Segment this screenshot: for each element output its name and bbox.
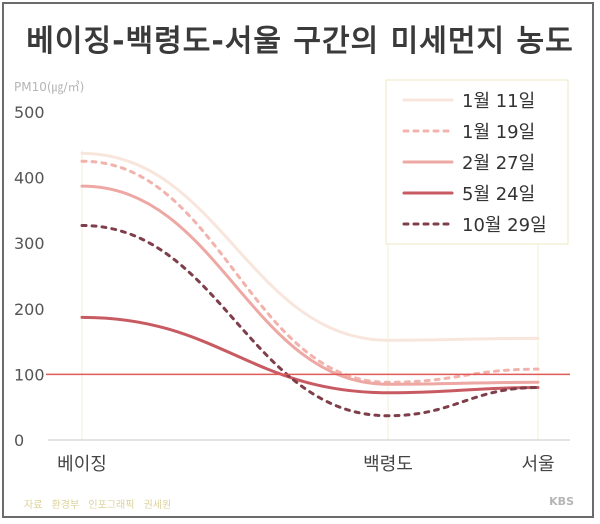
y-axis-label: PM10(㎍/㎥): [14, 80, 84, 94]
legend-label-3: 5월 24일: [462, 184, 535, 205]
footer-credits: 자료 환경부 인포그래픽 권세원: [24, 496, 177, 511]
series-line-2: [80, 184, 540, 386]
y-tick-label-100: 100: [14, 365, 45, 384]
graphic-value: 권세원: [143, 500, 172, 511]
x-tick-label-1: 백령도: [363, 454, 413, 475]
y-tick-label-0: 0: [14, 431, 24, 450]
y-tick-label-500: 500: [14, 103, 45, 122]
source-label: 자료: [24, 500, 43, 511]
legend-label-0: 1월 11일: [462, 91, 535, 112]
series-line-4: [80, 223, 540, 418]
x-tick-label-0: 베이징: [57, 454, 107, 475]
y-tick-label-300: 300: [14, 234, 45, 253]
legend-label-2: 2월 27일: [462, 153, 535, 174]
y-tick-label-400: 400: [14, 169, 45, 188]
legend-label-1: 1월 19일: [462, 122, 535, 143]
legend-label-4: 10월 29일: [462, 215, 547, 236]
series-line-3: [80, 315, 540, 395]
series-line-1: [80, 159, 540, 384]
x-tick-label-2: 서울: [521, 454, 554, 475]
graphic-label: 인포그래픽: [88, 500, 135, 511]
series-line-0: [80, 151, 540, 342]
chart-title: 베이징-백령도-서울 구간의 미세먼지 농도: [26, 24, 574, 59]
brand-logo: KBS: [549, 495, 574, 508]
y-tick-label-200: 200: [14, 300, 45, 319]
source-value: 환경부: [51, 500, 80, 511]
